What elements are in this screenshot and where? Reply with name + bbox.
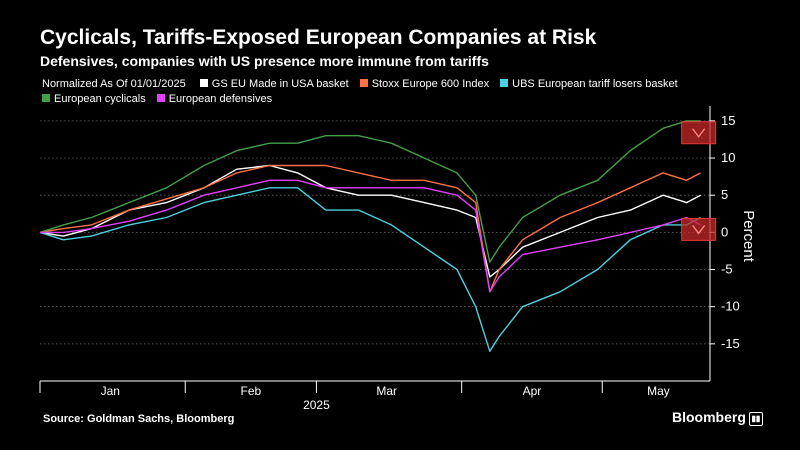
x-tick-label: Jan bbox=[101, 384, 120, 398]
x-tick-label: Apr bbox=[523, 384, 542, 398]
series-line bbox=[39, 120, 701, 263]
annotation-box bbox=[681, 121, 717, 145]
y-tick-label: 15 bbox=[721, 113, 735, 128]
x-tick-label: May bbox=[647, 384, 670, 398]
legend-label: UBS European tariff losers basket bbox=[512, 78, 678, 90]
series-line bbox=[39, 164, 701, 293]
legend-swatch bbox=[156, 94, 165, 102]
brand-name: Bloomberg bbox=[672, 409, 746, 425]
legend-swatch bbox=[199, 79, 208, 87]
legend-item: European defensives bbox=[156, 92, 273, 107]
y-tick-label: 5 bbox=[721, 187, 728, 202]
y-axis-label: Percent bbox=[740, 210, 757, 263]
x-tick-label: Feb bbox=[240, 384, 261, 398]
legend-label: European cyclicals bbox=[54, 93, 146, 105]
series-line bbox=[39, 164, 701, 278]
legend-item: European cyclicals bbox=[42, 92, 146, 107]
legend-item: UBS European tariff losers basket bbox=[500, 77, 678, 92]
x-tick-label: Mar bbox=[376, 384, 397, 398]
y-tick-label: -5 bbox=[721, 262, 733, 277]
y-tick-label: 10 bbox=[721, 150, 735, 165]
annotation-box bbox=[681, 217, 717, 241]
x-year-label: 2025 bbox=[303, 398, 330, 412]
chart-subtitle: Defensives, companies with US presence m… bbox=[40, 53, 489, 69]
legend: Normalized As Of 01/01/2025 GS EU Made i… bbox=[42, 77, 742, 107]
legend-label: GS EU Made in USA basket bbox=[211, 78, 349, 90]
legend-note: Normalized As Of 01/01/2025 bbox=[42, 78, 186, 90]
series-line bbox=[40, 179, 701, 293]
legend-item: GS EU Made in USA basket bbox=[199, 77, 349, 92]
source-note: Source: Goldman Sachs, Bloomberg bbox=[43, 413, 235, 425]
legend-swatch bbox=[359, 79, 368, 87]
chart-title: Cyclicals, Tariffs-Exposed European Comp… bbox=[40, 26, 597, 49]
down-arrow-icon bbox=[692, 224, 706, 235]
annotation-marker bbox=[681, 121, 717, 145]
chart-box-icon: ▮▮ bbox=[748, 412, 763, 426]
legend-swatch bbox=[500, 79, 509, 87]
down-arrow-icon bbox=[692, 128, 706, 138]
y-tick-label: 0 bbox=[721, 224, 728, 239]
y-tick-label: -10 bbox=[721, 299, 740, 314]
series-line bbox=[39, 187, 701, 352]
legend-swatch bbox=[42, 94, 50, 102]
legend-label: European defensives bbox=[168, 93, 273, 105]
legend-item: Stoxx Europe 600 Index bbox=[359, 77, 490, 92]
annotation-marker bbox=[681, 217, 717, 241]
brand-logo: Bloomberg ▮▮ bbox=[672, 409, 763, 426]
y-tick-label: -15 bbox=[721, 336, 740, 351]
legend-label: Stoxx Europe 600 Index bbox=[371, 78, 490, 90]
